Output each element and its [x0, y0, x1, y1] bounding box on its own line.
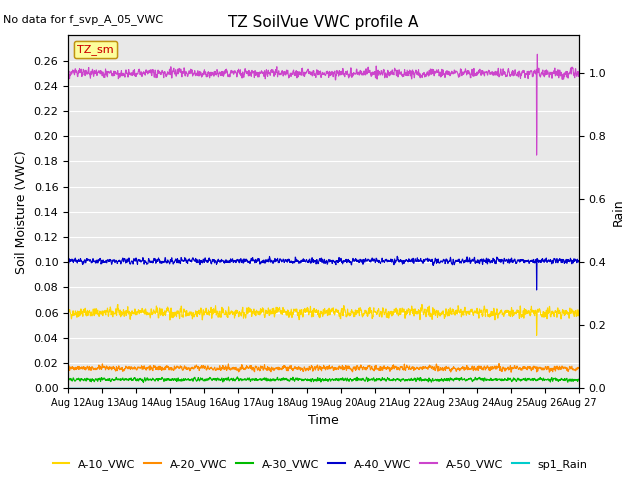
Line: A-40_VWC: A-40_VWC	[68, 256, 579, 290]
A-30_VWC	[207, 375, 214, 381]
Line: A-30_VWC: A-30_VWC	[68, 377, 579, 383]
A-10_VWC	[349, 309, 357, 314]
A-50_VWC	[207, 72, 214, 78]
Line: A-50_VWC: A-50_VWC	[68, 54, 579, 155]
sp1_Rain	[472, 385, 479, 391]
Y-axis label: Soil Moisture (VWC): Soil Moisture (VWC)	[15, 150, 28, 274]
Line: A-20_VWC: A-20_VWC	[68, 363, 579, 372]
A-10_VWC	[532, 333, 540, 338]
A-50_VWC	[64, 69, 72, 75]
A-40_VWC	[207, 258, 214, 264]
A-40_VWC	[532, 287, 540, 293]
A-20_VWC	[349, 365, 357, 371]
sp1_Rain	[207, 385, 214, 391]
Legend: A-10_VWC, A-20_VWC, A-30_VWC, A-40_VWC, A-50_VWC, sp1_Rain: A-10_VWC, A-20_VWC, A-30_VWC, A-40_VWC, …	[48, 455, 592, 474]
A-30_VWC	[339, 375, 346, 381]
X-axis label: Time: Time	[308, 414, 339, 427]
A-50_VWC	[532, 152, 540, 158]
A-30_VWC	[64, 377, 72, 383]
A-20_VWC	[64, 366, 72, 372]
Text: No data for f_svp_A_05_VWC: No data for f_svp_A_05_VWC	[3, 14, 163, 25]
sp1_Rain	[338, 385, 346, 391]
A-40_VWC	[338, 258, 346, 264]
A-20_VWC	[207, 366, 214, 372]
A-20_VWC	[495, 360, 503, 366]
A-30_VWC	[472, 377, 480, 383]
Y-axis label: Rain: Rain	[612, 198, 625, 226]
sp1_Rain	[575, 385, 583, 391]
A-40_VWC	[545, 257, 552, 263]
A-50_VWC	[534, 51, 541, 57]
A-50_VWC	[338, 70, 346, 76]
A-10_VWC	[338, 306, 346, 312]
A-30_VWC	[234, 374, 241, 380]
A-40_VWC	[472, 259, 479, 265]
sp1_Rain	[530, 385, 538, 391]
sp1_Rain	[349, 385, 357, 391]
A-10_VWC	[472, 309, 479, 315]
A-50_VWC	[575, 69, 583, 74]
A-40_VWC	[394, 253, 401, 259]
A-30_VWC	[545, 376, 552, 382]
A-20_VWC	[575, 365, 583, 371]
A-30_VWC	[575, 377, 583, 383]
A-40_VWC	[575, 258, 583, 264]
A-50_VWC	[472, 72, 479, 78]
A-10_VWC	[418, 301, 426, 307]
A-10_VWC	[530, 308, 538, 313]
A-20_VWC	[472, 367, 479, 373]
A-20_VWC	[508, 370, 515, 375]
A-50_VWC	[349, 72, 357, 78]
A-30_VWC	[140, 380, 147, 385]
A-40_VWC	[530, 260, 538, 265]
A-40_VWC	[349, 255, 357, 261]
A-10_VWC	[545, 311, 552, 316]
sp1_Rain	[544, 385, 552, 391]
Title: TZ SoilVue VWC profile A: TZ SoilVue VWC profile A	[228, 15, 419, 30]
Legend: TZ_sm: TZ_sm	[74, 41, 117, 59]
A-50_VWC	[545, 70, 552, 76]
Line: A-10_VWC: A-10_VWC	[68, 304, 579, 336]
A-20_VWC	[531, 364, 538, 370]
sp1_Rain	[64, 385, 72, 391]
A-10_VWC	[575, 307, 583, 313]
A-10_VWC	[64, 309, 72, 315]
A-40_VWC	[64, 259, 72, 265]
A-10_VWC	[207, 308, 214, 313]
A-30_VWC	[349, 376, 357, 382]
A-50_VWC	[530, 70, 538, 75]
A-20_VWC	[545, 365, 552, 371]
A-30_VWC	[531, 376, 538, 382]
A-20_VWC	[338, 365, 346, 371]
